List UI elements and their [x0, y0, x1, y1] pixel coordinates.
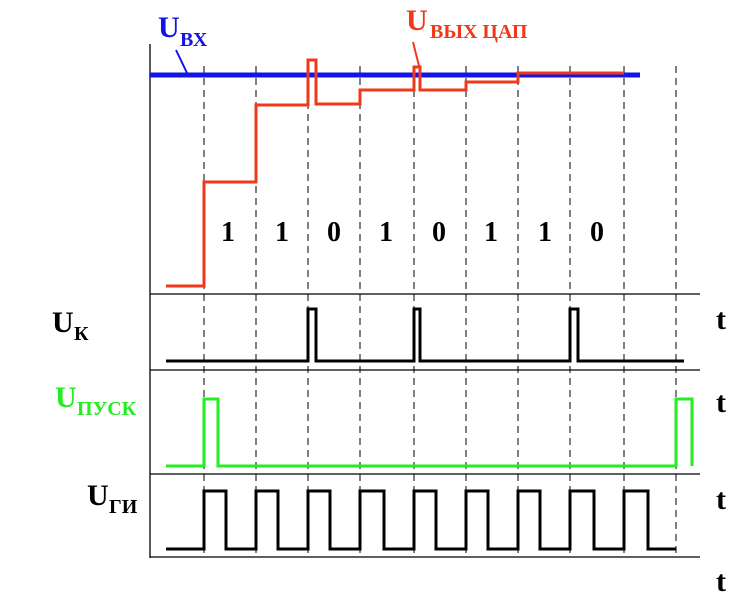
u-k-label: U К — [52, 306, 89, 345]
bit-label: 0 — [327, 217, 341, 248]
u-k-label-main: U — [52, 306, 74, 339]
t-axis-label: t — [716, 386, 726, 419]
u-in-label-main: U — [158, 11, 180, 44]
u-k-trace — [166, 307, 684, 363]
t-axis-label: t — [716, 303, 726, 336]
u-start-trace — [166, 397, 694, 468]
bit-label: 1 — [221, 217, 235, 248]
u-in-label: U ВХ — [158, 11, 208, 51]
bit-label: 1 — [275, 217, 289, 248]
bit-label: 1 — [484, 217, 498, 248]
u-dac-label: U ВЫХ ЦАП — [406, 4, 528, 43]
u-in-label-sub: ВХ — [180, 29, 208, 51]
u-dac-pointer — [412, 41, 420, 67]
u-gi-label-sub: ГИ — [109, 496, 138, 518]
u-gi-trace — [166, 489, 676, 551]
u-dac-label-main: U — [406, 4, 428, 37]
u-dac-label-sub: ВЫХ ЦАП — [430, 21, 528, 43]
time-grid — [203, 66, 677, 555]
u-gi-label-main: U — [87, 479, 109, 512]
t-axis-label: t — [716, 483, 726, 516]
u-start-label-sub: ПУСК — [77, 398, 137, 420]
bit-label: 1 — [379, 217, 393, 248]
bit-label: 1 — [538, 217, 552, 248]
bit-label: 0 — [590, 217, 604, 248]
u-start-label: U ПУСК — [55, 381, 137, 420]
u-k-label-sub: К — [74, 323, 89, 345]
u-dac-trace — [166, 58, 624, 288]
u-start-label-main: U — [55, 381, 77, 414]
u-gi-label: U ГИ — [87, 479, 138, 518]
t-axis-label: t — [716, 565, 726, 598]
bit-label: 0 — [432, 217, 446, 248]
u-in-pointer — [175, 49, 189, 76]
